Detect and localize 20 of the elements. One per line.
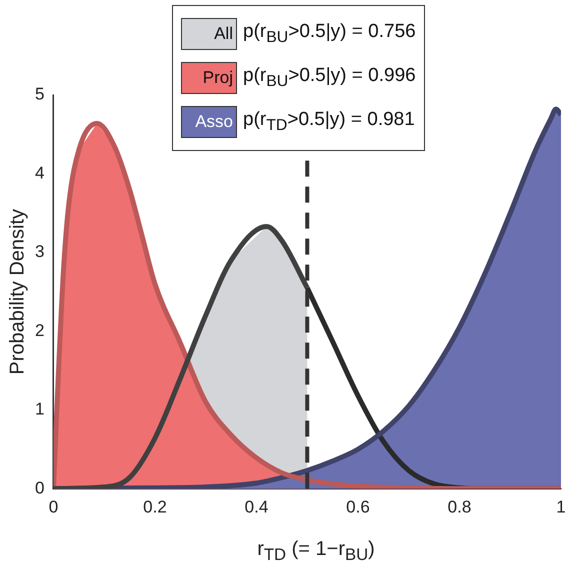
annotation: p(r$_{TD}$>0.5|y) = 0.981 [243, 109, 415, 135]
x-tick-label: 0.6 [346, 497, 370, 516]
y-tick-label: 2 [34, 320, 44, 340]
x-tick-label: 0 [48, 497, 58, 516]
y-axis-title: Probability Density [6, 208, 29, 375]
text: All [181, 18, 237, 50]
y-tick-label: 0 [34, 478, 44, 498]
y-tick-label: 4 [34, 163, 44, 182]
x-tick-label: 1 [556, 497, 566, 516]
text: Proj [181, 62, 237, 94]
x-axis-title: r$_{TD}$ (= 1−r$_{BU}$) [256, 538, 376, 565]
y-tick-label: 3 [34, 242, 44, 262]
text: p(r$_{BU}$>0.5|y) = 0.996 [243, 65, 416, 91]
x-tick-label: 0.4 [244, 497, 268, 516]
x-tick-label: 0.2 [143, 497, 167, 516]
x-tick-label: 0.8 [448, 497, 472, 516]
text: Asso [181, 106, 237, 138]
y-tick-label: 5 [34, 84, 44, 104]
y-tick-label: 1 [34, 400, 44, 419]
text: p(r$_{BU}$>0.5|y) = 0.756 [243, 21, 416, 47]
